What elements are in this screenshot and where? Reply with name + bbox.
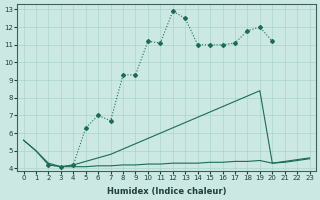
X-axis label: Humidex (Indice chaleur): Humidex (Indice chaleur) [107, 187, 226, 196]
